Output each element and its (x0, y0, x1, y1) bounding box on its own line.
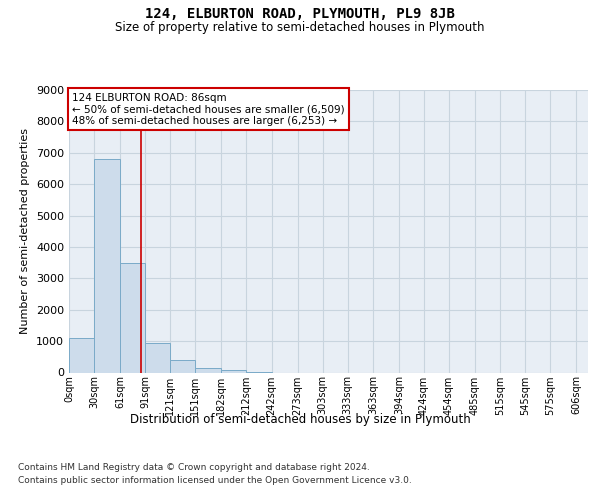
Bar (69, 338, 94, 372)
Text: Contains public sector information licensed under the Open Government Licence v3: Contains public sector information licen… (18, 476, 412, 485)
Bar (120, 262, 145, 372)
Bar (170, 360, 196, 372)
Bar (94, 159, 120, 372)
Text: Distribution of semi-detached houses by size in Plymouth: Distribution of semi-detached houses by … (130, 412, 470, 426)
Text: Contains HM Land Registry data © Crown copyright and database right 2024.: Contains HM Land Registry data © Crown c… (18, 462, 370, 471)
Text: Size of property relative to semi-detached houses in Plymouth: Size of property relative to semi-detach… (115, 21, 485, 34)
Bar (221, 370, 247, 372)
Text: 124, ELBURTON ROAD, PLYMOUTH, PL9 8JB: 124, ELBURTON ROAD, PLYMOUTH, PL9 8JB (145, 8, 455, 22)
Bar (196, 368, 221, 372)
Text: 124 ELBURTON ROAD: 86sqm
← 50% of semi-detached houses are smaller (6,509)
48% o: 124 ELBURTON ROAD: 86sqm ← 50% of semi-d… (73, 92, 345, 126)
Y-axis label: Number of semi-detached properties: Number of semi-detached properties (20, 128, 31, 334)
Bar (145, 342, 170, 372)
